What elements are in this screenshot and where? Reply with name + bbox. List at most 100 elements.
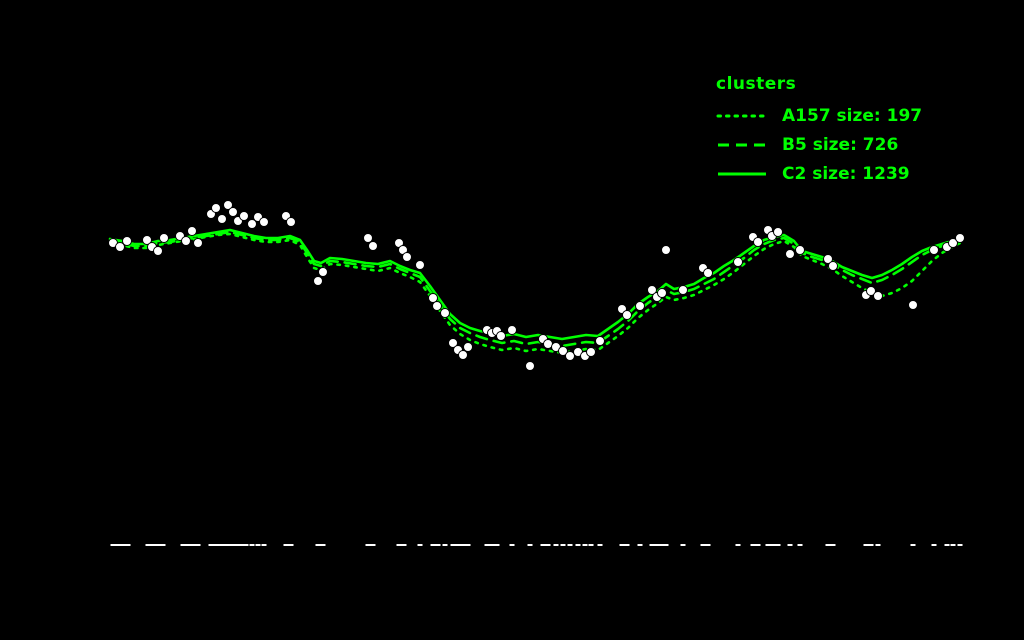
data-point [142,235,152,245]
legend-item-label: A157 size: 197 [782,105,923,126]
solid-line-icon [718,172,766,175]
rug-mark [213,544,219,546]
rug-mark [765,544,771,546]
series-line-A157 [108,232,964,355]
data-point [428,293,438,303]
data-point [448,338,458,348]
data-point [247,219,257,229]
data-point [211,203,221,213]
rug-mark [787,544,793,546]
data-point [622,310,632,320]
data-point [239,211,249,221]
rug-mark [365,544,371,546]
data-point [402,252,412,262]
series-line-B5 [108,230,964,348]
data-point [259,217,269,227]
rug-mark [567,544,573,546]
data-point [565,351,575,361]
rug-mark [185,544,191,546]
rug-mark [619,544,625,546]
data-point [181,236,191,246]
rug-mark [637,544,643,546]
rug-mark [755,544,761,546]
rug-mark [750,544,756,546]
data-point [773,227,783,237]
dotted-line-icon [716,114,768,117]
rug-mark [435,544,441,546]
rug-mark [243,544,249,546]
rug-mark [125,544,131,546]
rug-mark [944,544,950,546]
rug-mark [283,544,289,546]
rug-mark [450,544,456,546]
data-point [586,347,596,357]
data-point [458,350,468,360]
data-point [496,331,506,341]
rug-mark [465,544,471,546]
data-point [153,246,163,256]
data-point [929,245,939,255]
rug-mark [261,544,267,546]
data-point [286,217,296,227]
rug-mark [150,544,156,546]
rug-mark [775,544,781,546]
data-point [558,346,568,356]
rug-mark [484,544,490,546]
rug-mark [455,544,461,546]
data-point [828,261,838,271]
rug-mark [527,544,533,546]
data-point [948,238,958,248]
rug-mark [401,544,407,546]
data-point [318,267,328,277]
data-point [955,233,965,243]
rug-mark [680,544,686,546]
rug-mark [545,544,551,546]
data-point [223,200,233,210]
data-point [661,245,671,255]
rug-mark [120,544,126,546]
data-point [908,300,918,310]
rug-mark [588,544,594,546]
rug-mark [249,544,255,546]
rug-mark [115,544,121,546]
rug-mark [218,544,224,546]
data-point [795,245,805,255]
series-line-C2 [108,228,964,341]
data-point [647,285,657,295]
data-point [440,308,450,318]
data-point [525,361,535,371]
data-point [193,238,203,248]
legend-title: clusters [716,74,797,94]
rug-mark [155,544,161,546]
rug-mark [494,544,500,546]
rug-mark [597,544,603,546]
legend-item-b5: B5 size: 726 [716,130,922,159]
rug-mark [255,544,261,546]
legend-item-label: B5 size: 726 [782,134,899,155]
data-point [873,291,883,301]
data-point [753,237,763,247]
rug-mark [875,544,881,546]
data-point [368,241,378,251]
data-point [122,236,132,246]
rug-mark [223,544,229,546]
dashed-line-icon [718,143,766,146]
rug-mark [825,544,831,546]
data-point [463,342,473,352]
legend-item-c2: C2 size: 1239 [716,159,922,188]
rug-mark [228,544,234,546]
rug-mark [110,544,116,546]
rug-mark [931,544,937,546]
legend-item-label: C2 size: 1239 [782,163,910,184]
rug-mark [830,544,836,546]
rug-mark [910,544,916,546]
data-point [115,242,125,252]
data-point [415,260,425,270]
rug-mark [320,544,326,546]
data-point [363,233,373,243]
rug-mark [553,544,559,546]
rug-mark [145,544,151,546]
data-point [159,233,169,243]
